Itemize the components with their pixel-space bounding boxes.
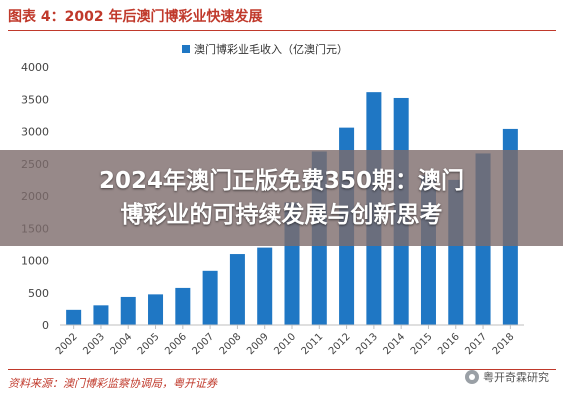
bar (175, 287, 191, 325)
bar (93, 305, 109, 325)
x-tick-label: 2014 (382, 331, 408, 357)
x-tick-label: 2008 (218, 331, 244, 357)
x-tick-label: 2013 (354, 331, 380, 357)
legend-label: 澳门博彩业毛收入（亿澳门元） (194, 42, 348, 56)
y-tick-label: 500 (28, 287, 49, 300)
y-tick-label: 0 (42, 319, 49, 332)
bar (202, 270, 218, 325)
x-tick-label: 2002 (54, 331, 80, 357)
banner-line-2: 博彩业的可持续发展与创新思考 (120, 202, 443, 228)
wechat-icon (465, 370, 479, 384)
bar (66, 309, 82, 325)
source-divider (8, 369, 556, 370)
x-tick-label: 2009 (245, 331, 271, 357)
x-axis: 2002 2003 2004 2005 2006 2007 2008 2009 2010 2011… (54, 325, 516, 357)
bar (257, 247, 273, 325)
y-tick-label: 3000 (21, 126, 49, 139)
x-tick-label: 2010 (272, 331, 298, 357)
bar (148, 294, 164, 325)
y-tick-label: 1000 (21, 255, 49, 268)
chart-title: 图表 4：2002 年后澳门博彩业快速发展 (8, 9, 263, 25)
legend: 澳门博彩业毛收入（亿澳门元） (182, 42, 348, 56)
x-tick-label: 2006 (163, 331, 189, 357)
bar (120, 296, 136, 325)
x-tick-label: 2004 (109, 331, 135, 357)
y-tick-label: 3500 (21, 93, 49, 106)
title-divider (8, 30, 556, 31)
x-tick-label: 2007 (190, 331, 216, 357)
bar (229, 254, 245, 325)
source-note: 资料来源：澳门博彩监察协调局，粤开证券 (8, 377, 217, 390)
banner-line-1: 2024年澳门正版免费350期：澳门 (98, 168, 465, 194)
x-tick-label: 2015 (409, 331, 435, 357)
x-tick-label: 2016 (436, 331, 462, 357)
watermark-label: 粤开奇霖研究 (483, 371, 549, 384)
x-tick-label: 2005 (136, 331, 162, 357)
watermark: 粤开奇霖研究 (465, 369, 549, 385)
x-tick-label: 2017 (463, 331, 489, 357)
legend-swatch (182, 45, 190, 53)
overlay-banner: 2024年澳门正版免费350期：澳门 博彩业的可持续发展与创新思考 (0, 150, 563, 246)
x-tick-label: 2003 (81, 331, 107, 357)
x-tick-label: 2012 (327, 331, 353, 357)
x-tick-label: 2018 (491, 331, 517, 357)
y-tick-label: 4000 (21, 61, 49, 74)
x-tick-label: 2011 (300, 331, 326, 357)
